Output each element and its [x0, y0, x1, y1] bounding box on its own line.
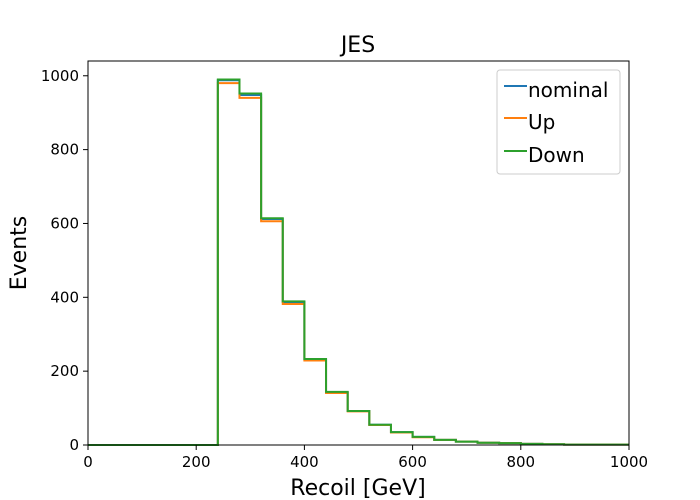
y-tick-label: 1000 [41, 67, 79, 85]
series-layer [88, 78, 629, 446]
x-tick-label: 800 [506, 453, 535, 471]
series-line-down [88, 78, 629, 446]
x-tick-label: 400 [290, 453, 319, 471]
legend-label-up: Up [528, 110, 555, 134]
y-axis-ticks: 0 200 400 600 800 1000 [41, 67, 88, 454]
y-tick-label: 600 [50, 214, 79, 232]
plot-frame [87, 60, 630, 446]
legend-label-down: Down [528, 143, 585, 167]
x-axis-label: Recoil [GeV] [290, 476, 425, 500]
legend-box [496, 69, 621, 175]
legend-label-nominal: nominal [528, 78, 608, 102]
x-axis-ticks: 0 200 400 600 800 1000 [83, 445, 648, 471]
x-tick-label: 1000 [610, 453, 648, 471]
y-tick-label: 200 [50, 362, 79, 380]
x-tick-label: 200 [182, 453, 211, 471]
y-tick-label: 800 [50, 141, 79, 159]
y-tick-label: 0 [69, 436, 79, 454]
legend: nominal Up Down [496, 69, 621, 175]
x-tick-label: 600 [398, 453, 427, 471]
chart-title: JES [339, 33, 375, 58]
y-axis-label: Events [7, 216, 32, 291]
x-tick-label: 0 [83, 453, 93, 471]
y-tick-label: 400 [50, 288, 79, 306]
